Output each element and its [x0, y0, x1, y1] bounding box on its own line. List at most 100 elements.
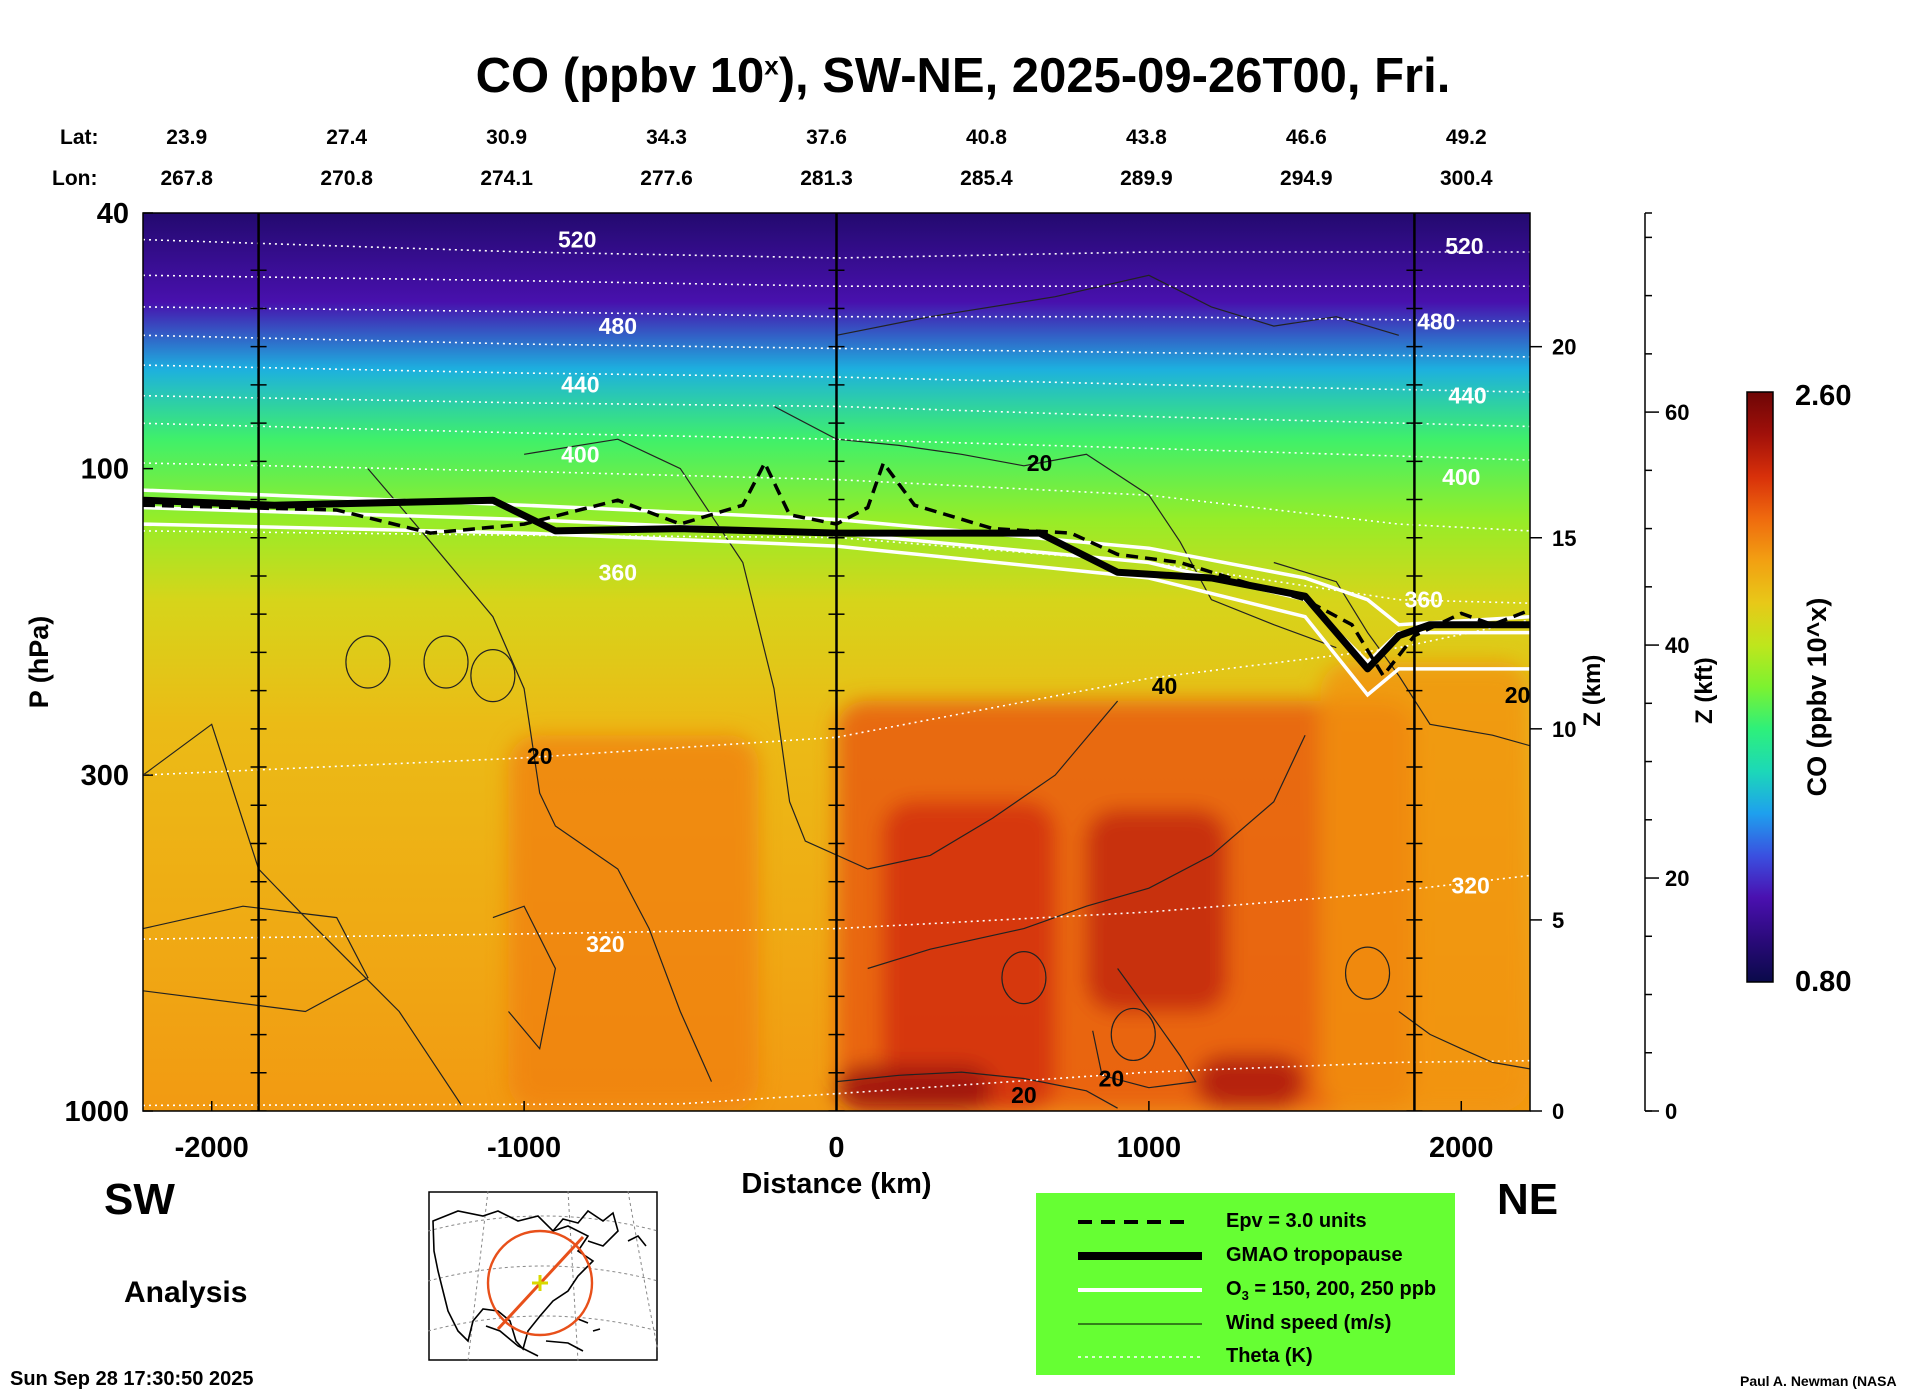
timestamp: Sun Sep 28 17:30:50 2025: [10, 1368, 254, 1390]
lon-value: 294.9: [1280, 167, 1333, 190]
tropopause-line: [143, 496, 1530, 673]
wind-label: 40: [1152, 673, 1178, 699]
wind-contour: [143, 905, 369, 1013]
wind-contour-loop: [423, 635, 469, 689]
credit: Paul A. Newman (NASA: [1740, 1373, 1897, 1389]
wind-label: 20: [1099, 1065, 1125, 1091]
theta-label: 440: [1448, 383, 1486, 409]
legend-swatches: [1078, 1220, 1202, 1358]
wind-label: 20: [1011, 1082, 1037, 1108]
y-tick-label: 100: [81, 454, 129, 486]
legend-label-epv: Epv = 3.0 units: [1226, 1210, 1367, 1232]
wind-contour: [492, 905, 557, 1051]
zkm-tick-label: 15: [1552, 526, 1576, 551]
zkft-tick-label: 40: [1665, 633, 1689, 658]
legend-label-wind: Wind speed (m/s): [1226, 1312, 1392, 1334]
theta-label: 320: [586, 931, 624, 957]
theta-label: 520: [1445, 233, 1483, 259]
theta-label: 480: [1417, 308, 1455, 334]
legend: Epv = 3.0 units GMAO tropopause O3 = 150…: [1036, 1193, 1455, 1375]
wind-contour: [836, 1071, 1118, 1109]
theta-label: 400: [1442, 464, 1480, 490]
lon-row-label: Lon:: [52, 167, 98, 190]
x-tick-label: 2000: [1429, 1132, 1494, 1164]
zkft-axis-title: Z (kft): [1691, 657, 1718, 724]
analysis-label: Analysis: [124, 1276, 248, 1309]
zkm-tick-label: 5: [1552, 908, 1564, 933]
legend-label-tropopause: GMAO tropopause: [1226, 1244, 1403, 1266]
ne-label: NE: [1497, 1175, 1559, 1224]
colorbar-title: CO (ppbv 10^x): [1802, 598, 1832, 797]
wind-contour: [143, 723, 463, 1106]
lon-value: 277.6: [640, 167, 693, 190]
chart-title: CO (ppbv 10x), SW-NE, 2025-09-26T00, Fri…: [475, 49, 1451, 103]
lat-value: 34.3: [646, 126, 687, 149]
wind-label: 20: [527, 743, 553, 769]
wind-contour: [1398, 1011, 1530, 1070]
co-plume: [1320, 662, 1530, 1111]
y-tick-label: 300: [81, 760, 129, 792]
ozone-line: [143, 522, 1530, 698]
lat-value: 43.8: [1125, 126, 1167, 149]
wind-contour: [867, 734, 1306, 970]
map-range-circle: [486, 1229, 594, 1337]
wind-contour: [524, 438, 1119, 870]
theta-label: 360: [599, 559, 637, 585]
wind-contour: [1273, 561, 1530, 747]
lat-value: 46.6: [1285, 126, 1327, 149]
zkm-tick-label: 20: [1552, 335, 1576, 360]
zkm-tick-label: 0: [1552, 1099, 1564, 1124]
sw-label: SW: [104, 1175, 175, 1224]
wind-contour: [773, 405, 1337, 649]
lat-value: 40.8: [966, 126, 1007, 149]
zkm-axis-title: Z (km): [1579, 655, 1606, 727]
lon-value: 270.8: [320, 167, 373, 190]
legend-label-theta: Theta (K): [1226, 1345, 1313, 1367]
wind-contour-loop: [470, 649, 516, 703]
lat-value: 49.2: [1445, 126, 1487, 149]
lat-value: 23.9: [166, 126, 208, 149]
colorbar-max-label: 2.60: [1795, 380, 1851, 412]
theta-contours: [143, 238, 1530, 1107]
wind-contour-loop: [1001, 951, 1047, 1005]
contour-labels: 520 480 440 400 360 320 520 480 440 400 360 320 20 20…: [527, 227, 1530, 1109]
lon-value: 267.8: [160, 167, 213, 190]
lon-value: 281.3: [800, 167, 853, 190]
x-tick-label: -1000: [487, 1132, 561, 1164]
station-lines: [250, 213, 1423, 1111]
co-plume: [1195, 1055, 1306, 1109]
theta-label: 520: [558, 227, 596, 253]
wind-contour: [367, 468, 713, 1082]
co-plume: [883, 801, 1056, 1111]
colorbar: 2.60 0.80 CO (ppbv 10^x): [1746, 380, 1851, 998]
wind-contour-loop: [1110, 1007, 1156, 1062]
zkm-tick-label: 10: [1552, 717, 1576, 742]
lon-value: 285.4: [960, 167, 1013, 190]
theta-label: 480: [599, 313, 637, 339]
theta-label: 440: [561, 372, 599, 398]
theta-contour: [143, 1059, 1530, 1107]
theta-label: 400: [561, 441, 599, 467]
theta-contour: [143, 619, 1530, 776]
lon-value: 300.4: [1439, 167, 1493, 190]
x-tick-label: 1000: [1117, 1132, 1182, 1164]
ozone-line: [143, 488, 1530, 627]
zkft-tick-label: 60: [1665, 400, 1689, 425]
wind-label: 20: [1505, 682, 1531, 708]
co-plume: [508, 735, 759, 1111]
theta-label: 360: [1405, 587, 1443, 613]
colorbar-min-label: 0.80: [1795, 966, 1851, 998]
x-tick-label: -2000: [175, 1132, 249, 1164]
map-graticule: [428, 1191, 658, 1361]
y-tick-label: 40: [97, 198, 129, 230]
epv-line: [143, 459, 1530, 679]
lat-row-label: Lat:: [60, 126, 99, 149]
zkft-tick-label: 0: [1665, 1099, 1677, 1124]
colorbar-bar: [1746, 391, 1774, 983]
co-high-regions: [508, 662, 1530, 1111]
lat-value: 27.4: [326, 126, 368, 149]
theta-label: 320: [1451, 873, 1489, 899]
